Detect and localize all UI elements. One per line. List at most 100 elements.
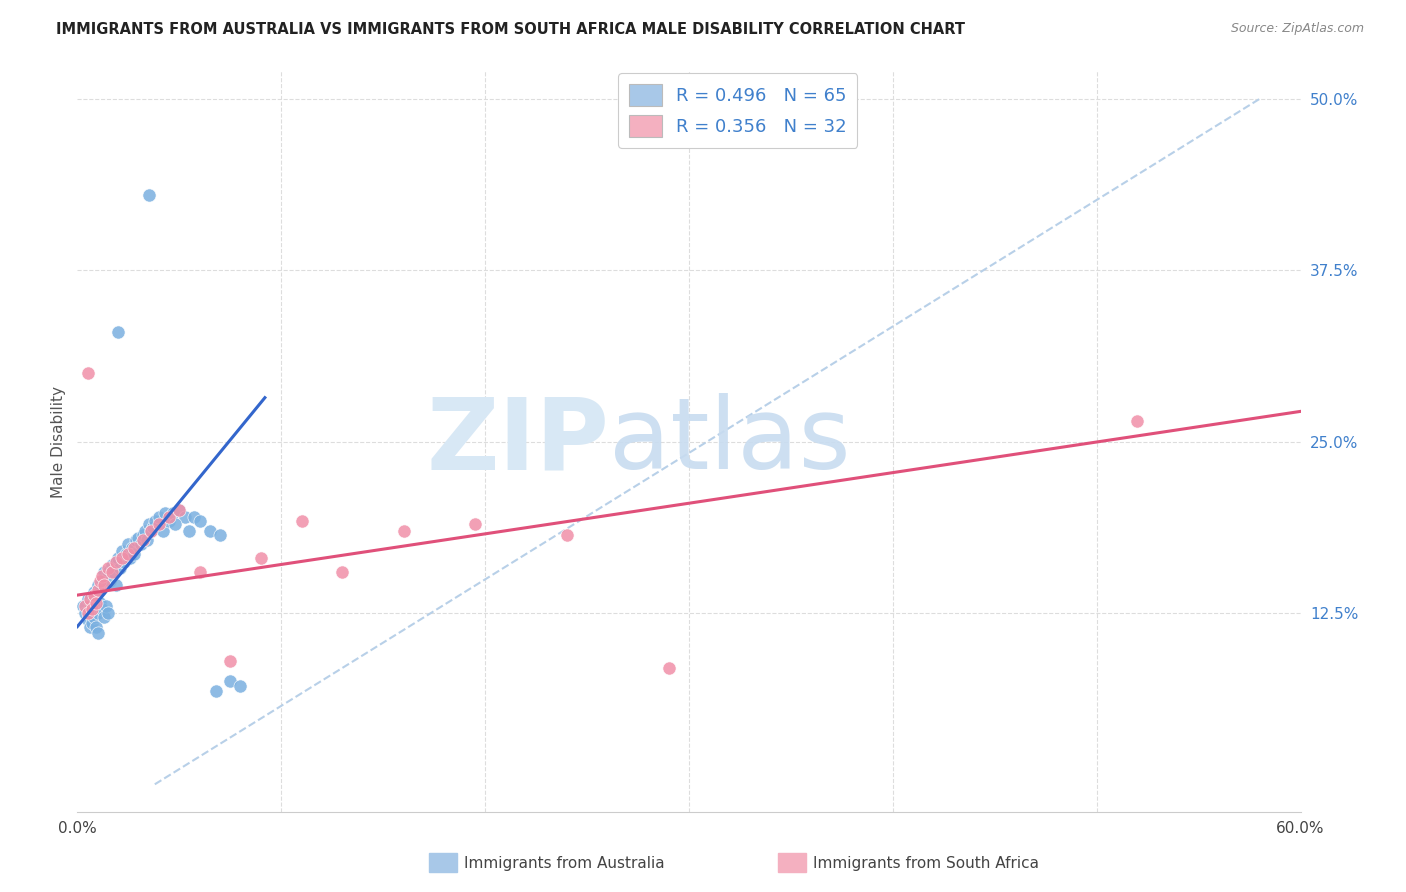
- Point: [93, 578, 115, 592]
- Point: [90, 574, 112, 589]
- Point: [209, 528, 232, 542]
- Point: [148, 516, 170, 531]
- Point: [101, 558, 124, 572]
- Point: [291, 514, 314, 528]
- Point: [165, 516, 187, 531]
- Point: [83, 610, 105, 624]
- Point: [157, 510, 180, 524]
- Point: [84, 596, 107, 610]
- Point: [80, 602, 103, 616]
- Point: [93, 565, 115, 579]
- Point: [121, 541, 143, 556]
- Point: [89, 582, 111, 597]
- Point: [332, 565, 354, 579]
- Point: [219, 674, 242, 689]
- Point: [129, 537, 152, 551]
- Point: [97, 606, 120, 620]
- Point: [79, 592, 101, 607]
- Point: [131, 528, 153, 542]
- Point: [658, 661, 681, 675]
- Point: [103, 565, 125, 579]
- Point: [94, 599, 117, 613]
- Y-axis label: Male Disability: Male Disability: [51, 385, 66, 498]
- Point: [392, 524, 415, 538]
- Point: [87, 626, 110, 640]
- Point: [188, 514, 211, 528]
- Point: [135, 533, 157, 548]
- Point: [83, 588, 105, 602]
- Point: [75, 599, 97, 613]
- Point: [1126, 414, 1149, 428]
- Point: [80, 615, 103, 630]
- Point: [148, 510, 170, 524]
- Point: [84, 588, 107, 602]
- Point: [124, 547, 146, 561]
- Point: [107, 551, 129, 566]
- Point: [108, 560, 131, 574]
- Point: [79, 602, 101, 616]
- Point: [83, 585, 105, 599]
- Point: [105, 555, 128, 569]
- Point: [76, 613, 98, 627]
- Point: [98, 574, 121, 589]
- Point: [219, 654, 242, 668]
- Point: [464, 516, 486, 531]
- Point: [117, 547, 139, 561]
- Point: [162, 506, 184, 520]
- Legend: R = 0.496   N = 65, R = 0.356   N = 32: R = 0.496 N = 65, R = 0.356 N = 32: [619, 73, 858, 148]
- Text: Immigrants from South Africa: Immigrants from South Africa: [813, 856, 1039, 871]
- Point: [87, 582, 110, 597]
- Text: atlas: atlas: [609, 393, 851, 490]
- Point: [79, 619, 101, 633]
- Point: [90, 569, 112, 583]
- Text: ZIP: ZIP: [426, 393, 609, 490]
- Point: [134, 524, 156, 538]
- Text: Immigrants from Australia: Immigrants from Australia: [464, 856, 665, 871]
- Point: [124, 541, 146, 556]
- Point: [84, 619, 107, 633]
- Text: IMMIGRANTS FROM AUSTRALIA VS IMMIGRANTS FROM SOUTH AFRICA MALE DISABILITY CORREL: IMMIGRANTS FROM AUSTRALIA VS IMMIGRANTS …: [56, 22, 966, 37]
- Point: [97, 565, 120, 579]
- Point: [120, 551, 142, 566]
- Point: [131, 533, 153, 548]
- Text: Source: ZipAtlas.com: Source: ZipAtlas.com: [1230, 22, 1364, 36]
- Point: [152, 524, 174, 538]
- Point: [198, 524, 221, 538]
- Point: [75, 606, 97, 620]
- Point: [112, 555, 135, 569]
- Point: [87, 578, 110, 592]
- Point: [138, 187, 160, 202]
- Point: [93, 610, 115, 624]
- Point: [183, 510, 205, 524]
- Point: [138, 516, 160, 531]
- Point: [205, 684, 228, 698]
- Point: [76, 606, 98, 620]
- Point: [153, 506, 176, 520]
- Point: [250, 551, 273, 566]
- Point: [169, 503, 191, 517]
- Point: [89, 596, 111, 610]
- Point: [115, 547, 138, 561]
- Point: [143, 514, 166, 528]
- Point: [142, 519, 165, 533]
- Point: [179, 524, 201, 538]
- Point: [125, 533, 148, 548]
- Point: [139, 524, 162, 538]
- Point: [128, 531, 150, 545]
- Point: [101, 565, 124, 579]
- Point: [72, 599, 94, 613]
- Point: [87, 606, 110, 620]
- Point: [76, 366, 98, 380]
- Point: [76, 592, 98, 607]
- Point: [105, 578, 128, 592]
- Point: [97, 560, 120, 574]
- Point: [111, 544, 134, 558]
- Point: [169, 503, 191, 517]
- Point: [90, 602, 112, 616]
- Point: [89, 574, 111, 589]
- Point: [139, 524, 162, 538]
- Point: [107, 325, 129, 339]
- Point: [111, 551, 134, 566]
- Point: [117, 537, 139, 551]
- Point: [555, 528, 578, 542]
